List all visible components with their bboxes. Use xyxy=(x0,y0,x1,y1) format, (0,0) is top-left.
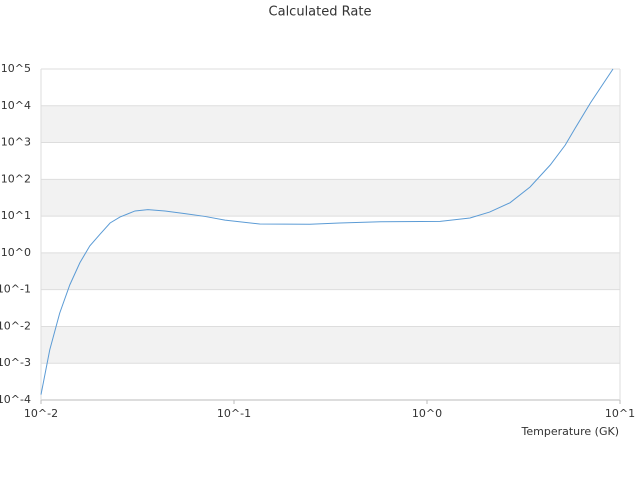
grid-band xyxy=(41,252,620,290)
y-tick-label: 10^5 xyxy=(1,62,31,75)
y-tick-label: 10^4 xyxy=(1,99,31,112)
grid-band xyxy=(41,326,620,364)
y-tick-label: 10^-1 xyxy=(0,283,31,296)
line xyxy=(40,68,614,395)
x-tick-label: 10^1 xyxy=(605,407,635,420)
x-axis-label: Temperature (GK) xyxy=(521,425,620,438)
y-tick-label: 10^-4 xyxy=(0,393,31,406)
y-tick-label: 10^0 xyxy=(1,246,31,259)
chart-title: Calculated Rate xyxy=(269,5,372,20)
x-tick-label: 10^-1 xyxy=(217,407,251,420)
grid-band xyxy=(41,179,620,217)
y-tick-label: 10^2 xyxy=(1,172,31,185)
x-tick-label: 10^-2 xyxy=(24,407,58,420)
grid-band xyxy=(41,105,620,143)
y-tick-label: 10^-2 xyxy=(0,319,31,332)
x-tick-label: 10^0 xyxy=(412,407,442,420)
y-tick-label: 10^1 xyxy=(1,209,31,222)
y-tick-label: 10^-3 xyxy=(0,356,31,369)
y-tick-label: 10^3 xyxy=(1,136,31,149)
